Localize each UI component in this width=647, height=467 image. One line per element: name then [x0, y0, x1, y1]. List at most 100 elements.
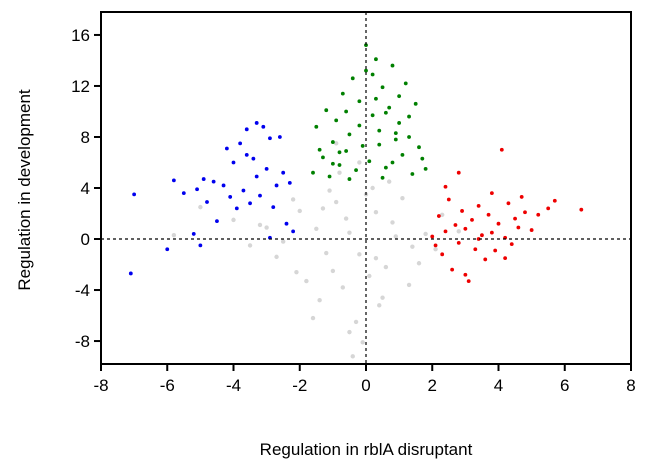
point [383, 110, 388, 115]
point [337, 170, 342, 175]
point [513, 216, 517, 221]
point [327, 174, 332, 179]
point [337, 150, 342, 155]
point [350, 76, 355, 81]
point [171, 232, 177, 238]
point [251, 156, 256, 161]
point [191, 232, 196, 236]
point [211, 179, 216, 184]
point [367, 159, 372, 164]
point [247, 243, 253, 248]
point [327, 188, 332, 193]
point [443, 229, 448, 234]
point [314, 124, 319, 129]
point [450, 267, 455, 272]
point [330, 140, 335, 144]
point [410, 244, 415, 249]
point [486, 212, 491, 217]
point [291, 229, 296, 234]
point [238, 141, 243, 146]
point [277, 135, 282, 139]
point [244, 127, 249, 132]
x-tick-label: 8 [626, 376, 635, 395]
x-tick-label: 4 [494, 376, 503, 395]
point [254, 121, 259, 125]
point [311, 170, 315, 175]
y-axis-label: Regulation in development [15, 89, 34, 291]
point [433, 247, 438, 252]
point [231, 160, 236, 165]
point [364, 68, 368, 73]
point [195, 187, 199, 192]
point [330, 268, 336, 274]
point [333, 199, 339, 205]
point [493, 248, 498, 253]
y-tick-label: 0 [81, 230, 90, 249]
point [294, 269, 299, 275]
point [529, 228, 534, 232]
point [373, 255, 379, 261]
point [377, 128, 382, 133]
point [281, 170, 286, 175]
point [360, 340, 365, 345]
point [496, 221, 501, 226]
point [357, 160, 362, 165]
point [333, 141, 339, 146]
point [386, 179, 392, 184]
point [390, 160, 395, 165]
point [264, 166, 269, 171]
point [440, 252, 445, 257]
point [377, 303, 382, 308]
point [406, 282, 412, 288]
point [347, 177, 352, 181]
point [317, 147, 322, 152]
point [470, 217, 474, 222]
point [387, 105, 392, 110]
point [523, 210, 527, 215]
x-tick-label: -6 [160, 376, 175, 395]
point [519, 195, 524, 199]
point [370, 113, 375, 118]
x-tick-label: -8 [93, 376, 108, 395]
point [347, 230, 352, 235]
point [367, 273, 372, 279]
x-tick-label: -4 [226, 376, 241, 395]
point [476, 203, 481, 208]
point [344, 149, 349, 153]
point [506, 201, 511, 206]
point [373, 210, 379, 215]
point [321, 155, 325, 160]
point [413, 101, 418, 106]
point [377, 142, 382, 147]
point [536, 212, 541, 217]
point [463, 226, 468, 231]
y-tick-label: 8 [81, 128, 90, 147]
point [271, 205, 276, 210]
point [516, 225, 521, 230]
point [340, 91, 345, 96]
point [489, 230, 494, 235]
x-axis-label: Regulation in rblA disruptant [260, 440, 473, 459]
point [340, 285, 346, 290]
x-tick-label: -2 [292, 376, 307, 395]
point [456, 240, 461, 245]
point [383, 264, 389, 270]
point [546, 206, 551, 211]
point [403, 81, 408, 86]
point [397, 94, 402, 99]
point [489, 191, 494, 196]
x-tick-label: 2 [428, 376, 437, 395]
point [354, 168, 358, 173]
point [439, 212, 445, 217]
point [264, 225, 269, 230]
point [417, 145, 421, 150]
point [324, 108, 329, 113]
point [460, 209, 464, 213]
point [433, 243, 438, 248]
point [337, 163, 342, 167]
point [397, 121, 402, 125]
point [284, 221, 289, 226]
point [304, 278, 309, 284]
point [234, 206, 239, 211]
